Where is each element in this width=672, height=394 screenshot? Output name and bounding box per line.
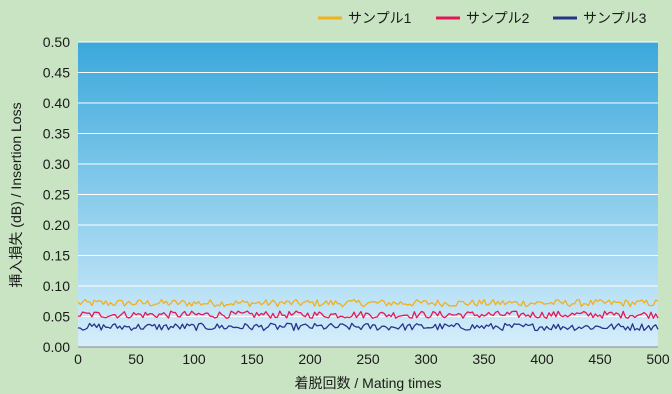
x-tick-label: 500: [646, 351, 670, 367]
grid-lines: [78, 41, 658, 317]
x-tick-label: 400: [530, 351, 554, 367]
legend-label: サンプル3: [583, 10, 647, 26]
y-axis-ticks: 0.00 0.05 0.10 0.15 0.20 0.25 0.30 0.35 0.40 0.45…: [43, 34, 70, 355]
x-tick-label: 0: [74, 351, 82, 367]
series-line: [77, 322, 659, 332]
x-tick-label: 200: [298, 351, 322, 367]
x-tick-label: 300: [414, 351, 438, 367]
y-tick-label: 0.05: [43, 309, 70, 325]
y-tick-label: 0.15: [43, 248, 70, 264]
series-line: [77, 310, 659, 319]
y-tick-label: 0.45: [43, 65, 70, 81]
legend-label: サンプル1: [348, 10, 412, 26]
x-tick-label: 50: [128, 351, 144, 367]
x-tick-label: 100: [182, 351, 206, 367]
x-axis-title: 着脱回数 / Mating times: [294, 375, 441, 391]
y-axis-title: 挿入損失 (dB) / Insertion Loss: [8, 102, 24, 287]
legend-label: サンプル2: [466, 10, 530, 26]
y-tick-label: 0.00: [43, 339, 70, 355]
legend: サンプル1 サンプル2 サンプル3: [318, 10, 647, 26]
x-tick-label: 450: [588, 351, 612, 367]
y-tick-label: 0.50: [43, 34, 70, 50]
y-tick-label: 0.10: [43, 278, 70, 294]
series-lines: [77, 298, 659, 332]
y-tick-label: 0.35: [43, 126, 70, 142]
x-tick-label: 150: [240, 351, 264, 367]
x-tick-label: 350: [472, 351, 496, 367]
x-axis-ticks: 0 50 100 150 200 250 300 350 400 450 500: [74, 351, 670, 367]
y-tick-label: 0.20: [43, 217, 70, 233]
y-tick-label: 0.25: [43, 187, 70, 203]
y-tick-label: 0.30: [43, 156, 70, 172]
y-tick-label: 0.40: [43, 95, 70, 111]
x-tick-label: 250: [356, 351, 380, 367]
series-line: [77, 298, 659, 308]
